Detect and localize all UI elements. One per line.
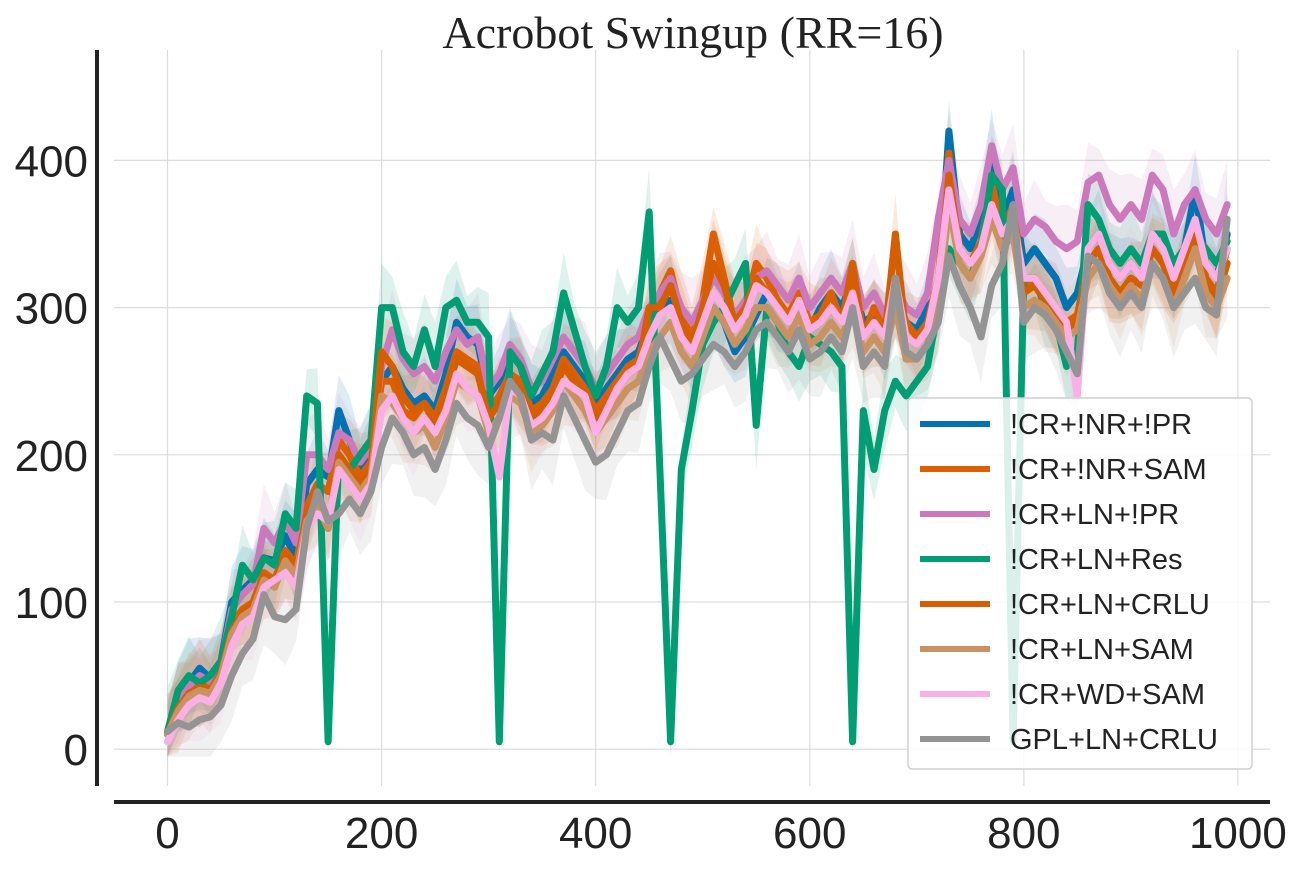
x-tick-label: 1000 bbox=[1189, 809, 1287, 858]
legend-item: !CR+LN+CRLU bbox=[920, 589, 1210, 621]
legend-item: !CR+LN+SAM bbox=[920, 634, 1194, 666]
legend-label: !CR+WD+SAM bbox=[1010, 679, 1205, 711]
legend-item: !CR+LN+!PR bbox=[920, 499, 1179, 531]
chart-title: Acrobot Swingup (RR=16) bbox=[442, 7, 943, 58]
legend-item: !CR+!NR+SAM bbox=[920, 454, 1207, 486]
legend-label: GPL+LN+CRLU bbox=[1010, 724, 1218, 756]
series-line bbox=[164, 171, 1231, 738]
x-tick-label: 600 bbox=[773, 809, 846, 858]
x-tick-label: 400 bbox=[559, 809, 632, 858]
legend-label: !CR+LN+SAM bbox=[1010, 634, 1194, 666]
series-lines bbox=[164, 127, 1231, 746]
legend-item: GPL+LN+CRLU bbox=[920, 724, 1218, 756]
x-tick-label: 200 bbox=[345, 809, 418, 858]
legend-item: !CR+LN+Res bbox=[920, 544, 1182, 576]
series-line bbox=[164, 201, 1231, 738]
y-tick-label: 100 bbox=[15, 579, 88, 628]
confidence-band bbox=[167, 119, 1228, 757]
legend-label: !CR+!NR+SAM bbox=[1010, 454, 1207, 486]
series-line bbox=[164, 186, 1231, 746]
x-tick-label: 0 bbox=[155, 809, 179, 858]
legend-label: !CR+LN+!PR bbox=[1010, 499, 1179, 531]
y-tick-label: 400 bbox=[15, 137, 88, 186]
y-tick-label: 0 bbox=[64, 726, 88, 775]
axes bbox=[95, 50, 1270, 804]
series-line bbox=[164, 201, 1231, 735]
legend-label: !CR+LN+Res bbox=[1010, 544, 1182, 576]
y-tick-label: 200 bbox=[15, 432, 88, 481]
legend-box bbox=[907, 397, 1253, 770]
legend: !CR+!NR+!PR !CR+!NR+SAM !CR+LN+!PR !CR+LN+R… bbox=[907, 397, 1253, 770]
x-tick-label: 800 bbox=[987, 809, 1060, 858]
legend-label: !CR+LN+CRLU bbox=[1010, 589, 1210, 621]
series-line bbox=[164, 142, 1231, 737]
legend-label: !CR+!NR+!PR bbox=[1010, 409, 1192, 441]
y-tick-label: 300 bbox=[15, 285, 88, 334]
legend-item: !CR+!NR+!PR bbox=[920, 409, 1192, 441]
confidence-band bbox=[167, 154, 1228, 757]
tick-labels: 0 200 400 600 800 1000 0 100 200 300 400 bbox=[15, 137, 1287, 858]
legend-item: !CR+WD+SAM bbox=[920, 679, 1205, 711]
